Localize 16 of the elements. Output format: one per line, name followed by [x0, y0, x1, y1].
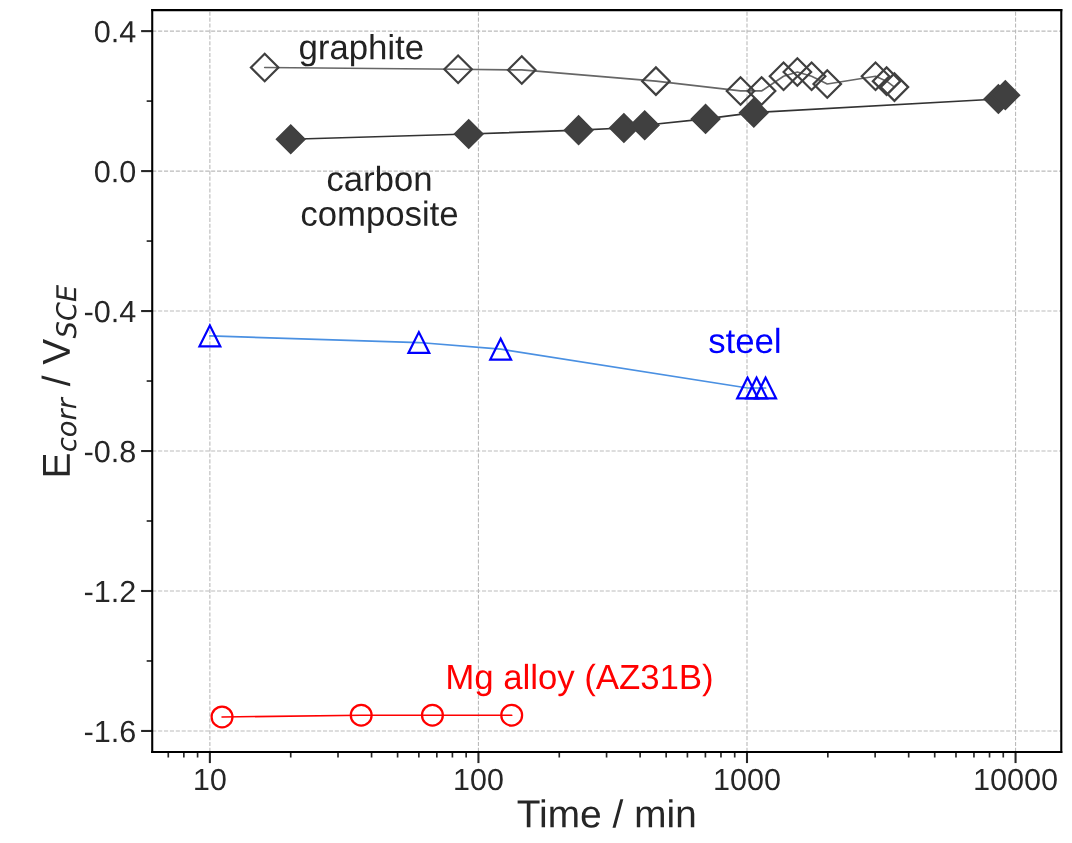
y-axis-title: E$_{corr}$ / V$_{SCE}$: [41, 284, 77, 476]
x-axis-title: Time / min: [517, 799, 695, 828]
x-tick-label: 1000: [715, 768, 780, 791]
x-tick-label: 10000: [975, 768, 1057, 791]
y-tick-label: -0.8: [84, 440, 135, 463]
y-tick-label: 0.4: [94, 20, 136, 43]
y-tick-label: -1.2: [84, 580, 135, 603]
series-label: carbon composite: [301, 165, 458, 233]
y-tick-label: -1.6: [84, 720, 135, 743]
y-tick-label: 0.0: [94, 160, 136, 183]
x-tick-label: 100: [455, 768, 503, 791]
series-label: steel: [709, 327, 780, 354]
x-tick-label: 10: [195, 768, 226, 791]
y-tick-label: -0.4: [84, 300, 136, 323]
series-label: graphite: [300, 33, 423, 67]
series-label: Mg alloy (AZ31B): [448, 663, 712, 697]
